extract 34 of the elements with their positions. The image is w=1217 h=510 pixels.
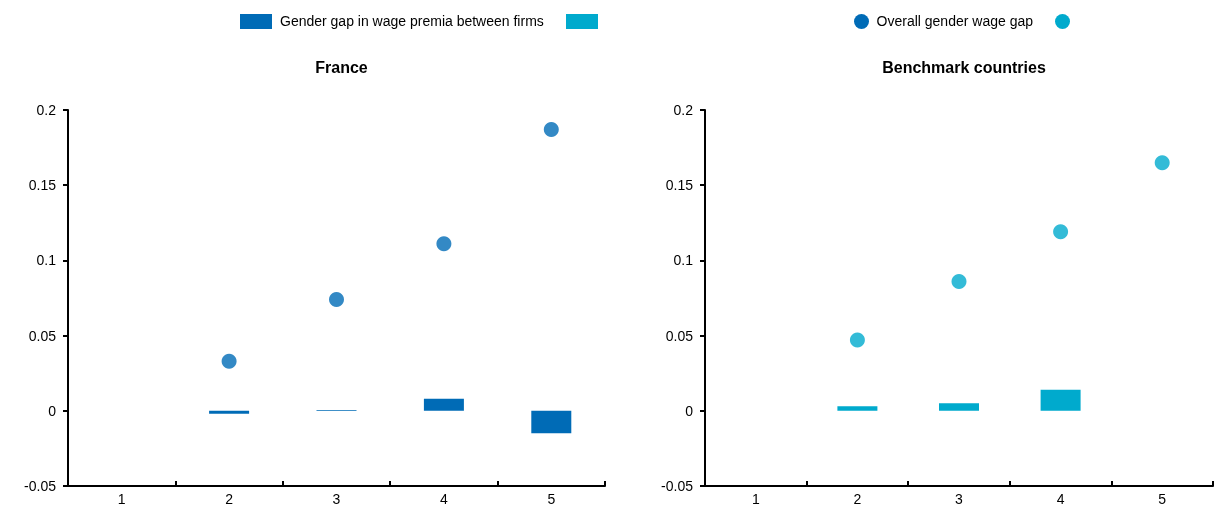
- legend-label: Gender gap in wage premia between firms: [280, 13, 544, 29]
- point: [951, 273, 967, 289]
- y-tick-label: 0.05: [28, 327, 57, 344]
- y-tick-label: -0.05: [24, 478, 57, 494]
- x-tick-label: 1: [751, 491, 760, 507]
- x-tick-label: 2: [853, 491, 862, 507]
- point: [221, 353, 237, 369]
- x-tick-label: 5: [547, 491, 556, 507]
- y-tick-label: 0: [685, 402, 694, 419]
- x-tick-label: 2: [225, 491, 234, 507]
- point: [329, 292, 344, 307]
- y-tick-label: 0.15: [28, 177, 57, 194]
- x-tick-label: 1: [117, 491, 126, 507]
- point: [1053, 224, 1069, 240]
- x-tick-label: 3: [955, 491, 964, 507]
- y-tick-label: -0.05: [661, 478, 694, 494]
- legend-label: Overall gender wage gap: [876, 13, 1033, 29]
- y-tick-label: 0.1: [673, 252, 694, 269]
- y-tick-label: 0.2: [36, 102, 57, 118]
- y-tick-label: 0: [48, 402, 57, 419]
- x-tick-label: 4: [440, 491, 448, 507]
- y-tick-label: 0.2: [673, 102, 694, 118]
- point: [543, 122, 559, 138]
- y-tick-label: 0.15: [665, 177, 694, 194]
- x-tick-label: 3: [332, 491, 341, 507]
- point: [1154, 155, 1170, 171]
- x-tick-label: 4: [1056, 491, 1065, 507]
- x-tick-label: 5: [1158, 491, 1167, 507]
- y-tick-label: 0.05: [665, 327, 694, 344]
- chart-title: Benchmark countries: [882, 58, 1046, 76]
- point: [436, 236, 452, 252]
- point: [849, 332, 865, 348]
- y-tick-label: 0.1: [36, 252, 57, 269]
- chart-title: France: [315, 58, 368, 76]
